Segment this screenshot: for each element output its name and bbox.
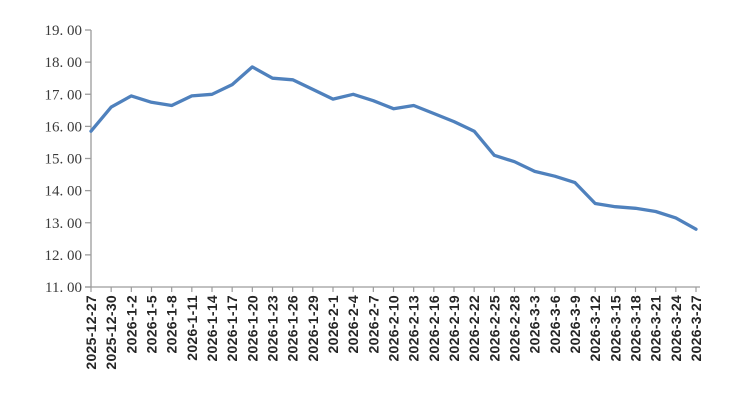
x-axis-label: 2026-3-6 (547, 295, 563, 353)
y-axis-label: 13. 00 (45, 216, 83, 232)
x-axis-label: 2026-2-1 (325, 295, 341, 353)
x-axis-label: 2026-3-9 (567, 295, 583, 353)
x-axis-label: 2026-1-5 (144, 295, 160, 353)
y-axis-label: 11. 00 (45, 280, 82, 296)
y-axis-label: 17. 00 (45, 87, 83, 103)
x-axis-label: 2026-2-19 (446, 295, 462, 362)
x-axis-label: 2026-3-18 (628, 295, 644, 362)
x-axis-label: 2026-3-15 (607, 295, 623, 362)
x-axis-label: 2026-3-3 (527, 295, 543, 353)
y-axis-label: 18. 00 (45, 55, 83, 71)
x-axis-label: 2026-1-11 (184, 295, 200, 361)
x-axis-label: 2026-3-24 (668, 295, 684, 362)
y-axis-label: 16. 00 (45, 119, 83, 135)
x-axis-label: 2026-2-7 (365, 295, 381, 353)
x-axis-label: 2026-1-17 (224, 295, 240, 362)
y-axis-label: 12. 00 (45, 248, 83, 264)
x-axis-label: 2026-1-26 (285, 295, 301, 362)
x-axis-label: 2026-1-29 (305, 295, 321, 362)
x-axis-label: 2026-1-14 (204, 295, 220, 362)
x-axis-label: 2026-1-20 (244, 295, 260, 362)
x-axis-label: 2026-2-16 (426, 295, 442, 362)
x-axis-label: 2026-2-28 (507, 295, 523, 362)
x-axis-label: 2026-2-4 (345, 295, 361, 353)
x-axis-label: 2026-1-23 (265, 295, 281, 362)
x-axis-label: 2025-12-27 (83, 295, 99, 370)
x-axis-label: 2026-3-21 (648, 295, 664, 362)
x-axis-label: 2025-12-30 (103, 295, 119, 370)
x-axis-label: 2026-2-25 (486, 295, 502, 362)
x-axis-label: 2026-3-27 (688, 295, 704, 362)
x-axis-label: 2026-3-12 (587, 295, 603, 362)
data-series-line (89, 65, 698, 231)
x-axis-label: 2026-1-8 (164, 295, 180, 353)
y-axis-label: 14. 00 (45, 184, 83, 200)
x-axis-label: 2026-2-22 (466, 295, 482, 362)
y-axis-label: 15. 00 (45, 152, 83, 168)
x-axis-label: 2026-2-13 (406, 295, 422, 362)
x-axis-label: 2026-1-2 (123, 295, 139, 353)
y-axis-label: 19. 00 (45, 23, 83, 39)
x-axis-label: 2026-2-10 (386, 295, 402, 362)
